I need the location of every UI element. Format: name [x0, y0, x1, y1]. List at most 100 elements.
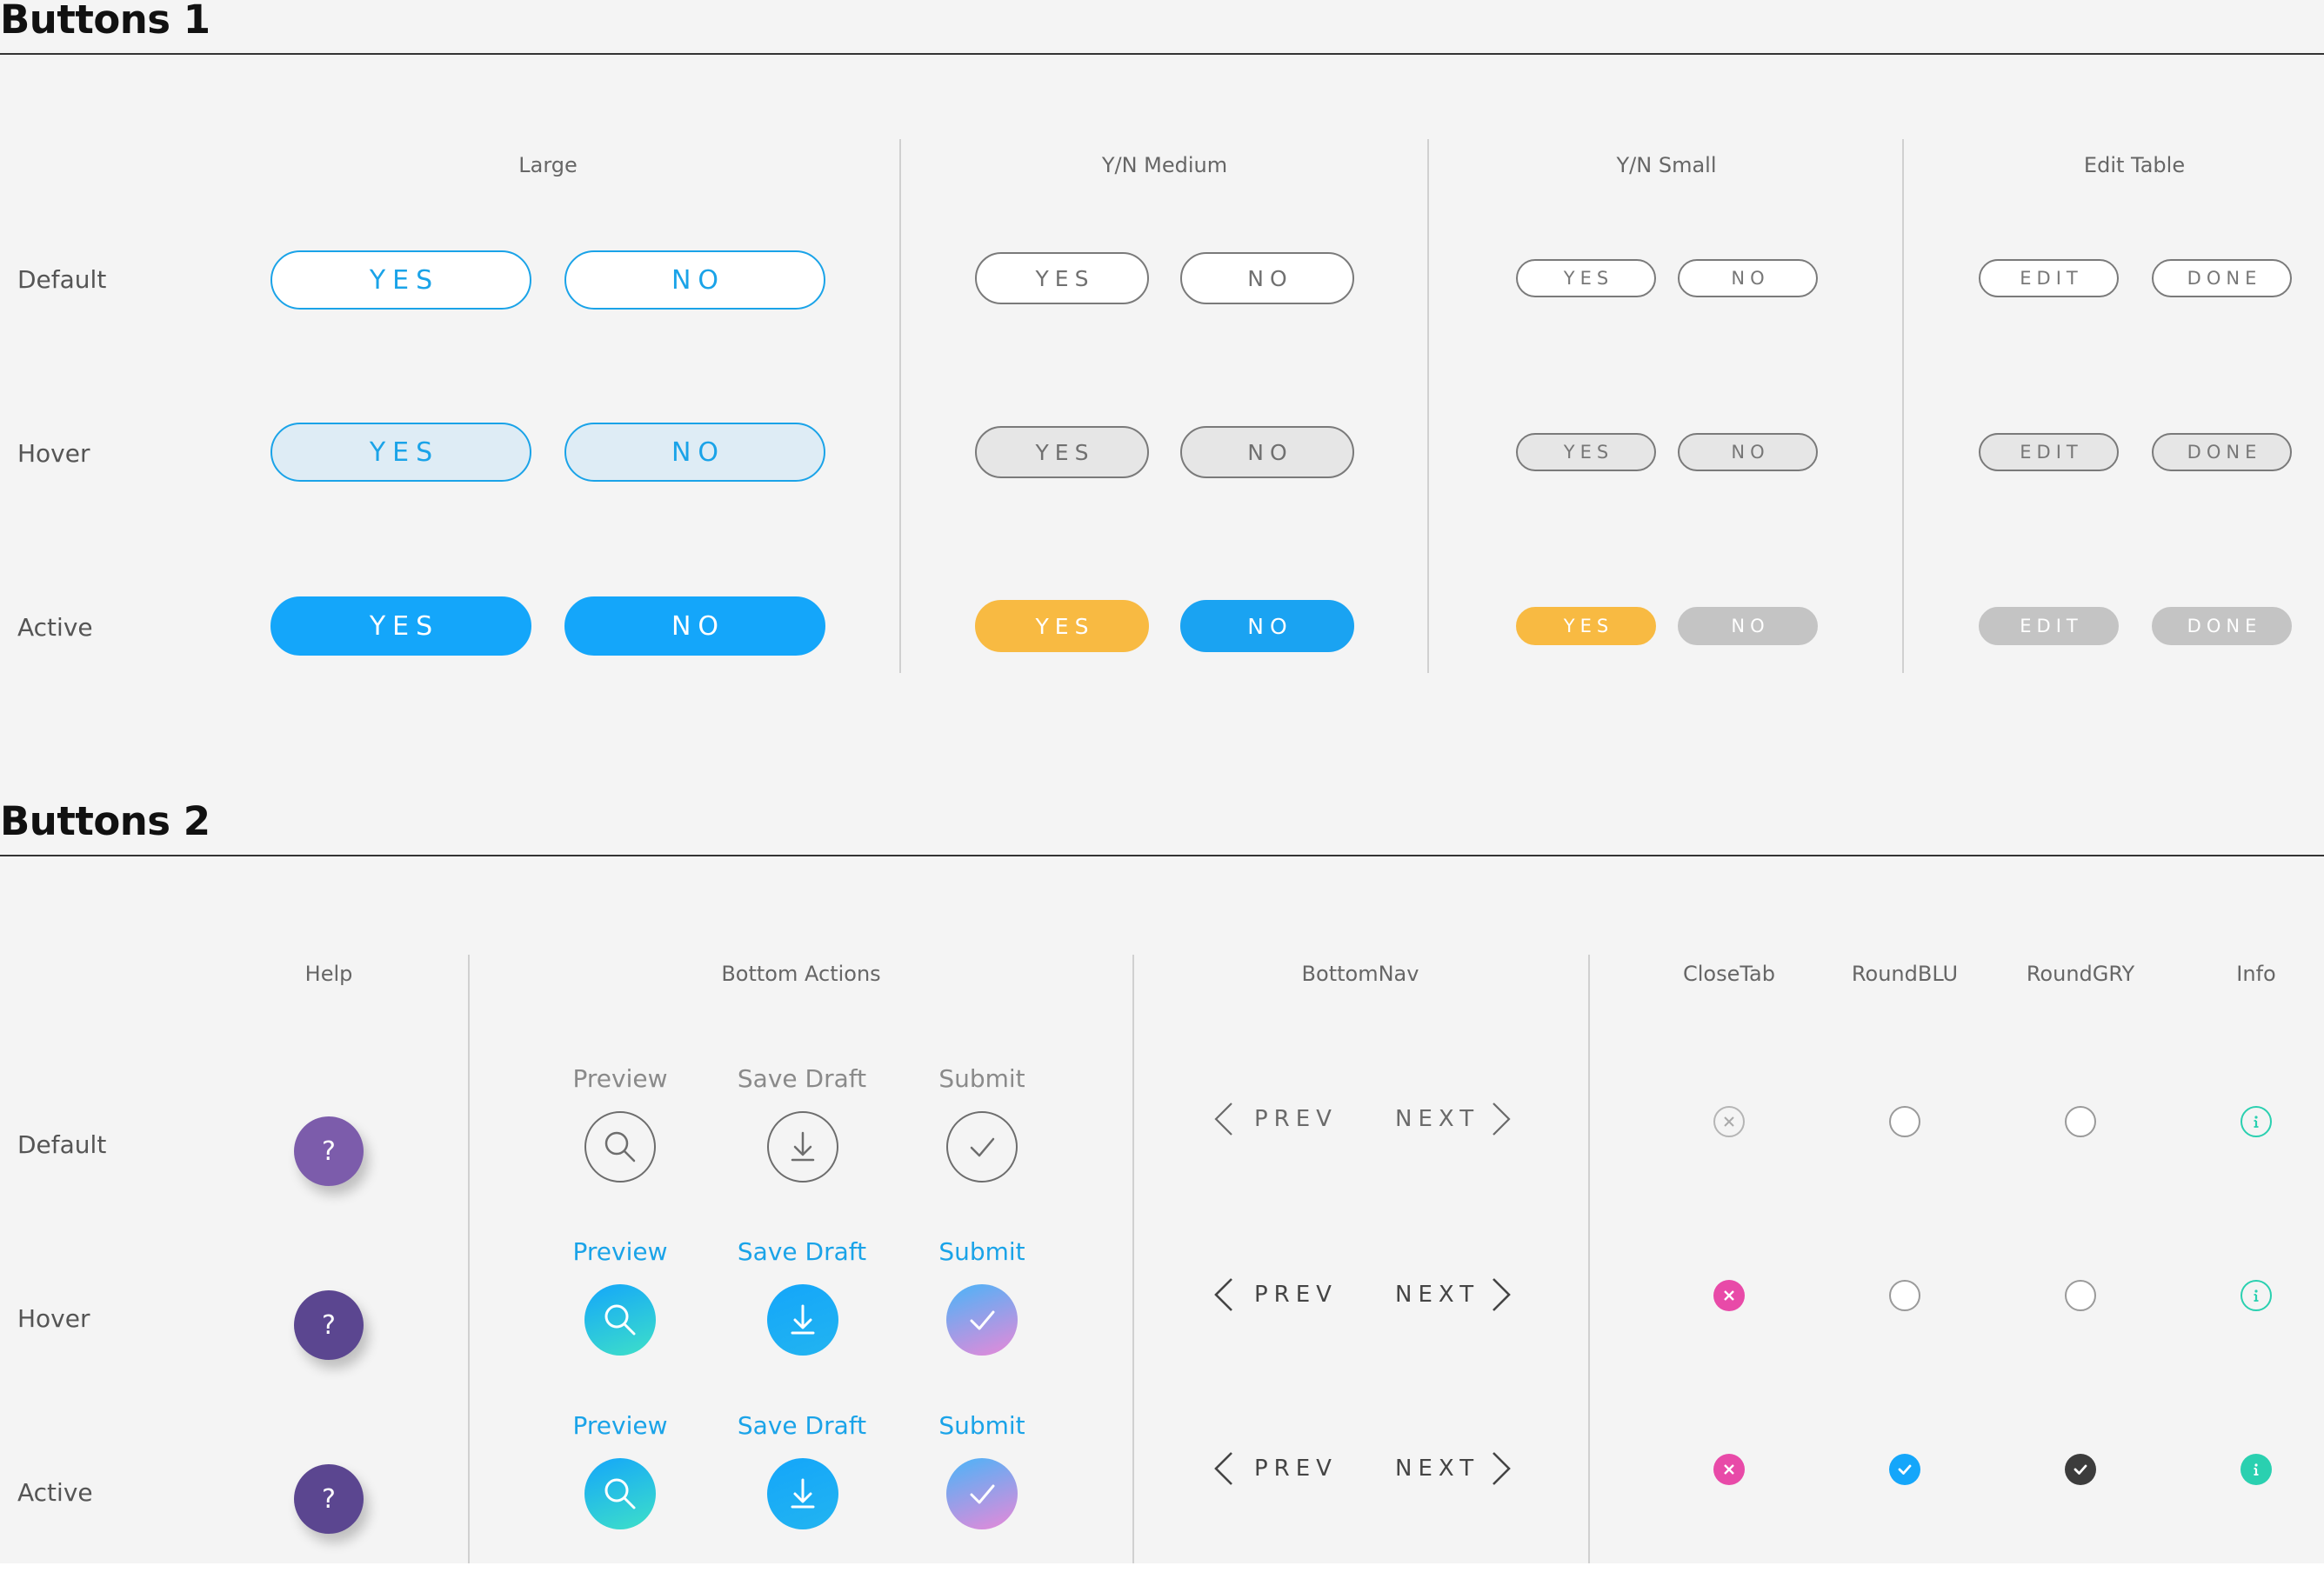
column-header-large: Large [518, 153, 578, 177]
chevron-left-icon [1214, 1278, 1232, 1311]
medium-no-button-active[interactable]: NO [1180, 600, 1354, 652]
prev-button-active[interactable]: PREV [1212, 1449, 1338, 1488]
round-gry-button-default[interactable] [2065, 1106, 2096, 1137]
chevron-left-icon [1214, 1103, 1232, 1136]
check-icon [2074, 1464, 2087, 1475]
edit-button-active[interactable]: EDIT [1979, 607, 2119, 645]
prev-button-hover[interactable]: PREV [1212, 1276, 1338, 1314]
save-draft-button-default[interactable] [767, 1111, 838, 1183]
prev-label: PREV [1254, 1106, 1338, 1132]
section-divider [0, 855, 2324, 856]
small-yes-button-active[interactable]: YES [1516, 607, 1656, 645]
round-gry-button-hover[interactable] [2065, 1280, 2096, 1311]
submit-button-active[interactable] [946, 1458, 1018, 1529]
preview-button-default[interactable] [584, 1111, 656, 1183]
round-blu-button-hover[interactable] [1889, 1280, 1920, 1311]
done-button-hover[interactable]: DONE [2152, 433, 2292, 471]
download-icon [791, 1131, 815, 1162]
help-button-active[interactable]: ? [294, 1464, 364, 1534]
info-button-default[interactable] [2241, 1106, 2272, 1137]
row-label-active: Active [17, 613, 93, 642]
chevron-right-icon [1493, 1278, 1511, 1311]
download-icon [791, 1478, 815, 1509]
column-header-bottom-nav: BottomNav [1301, 962, 1419, 986]
row-label-hover: Hover [17, 439, 90, 468]
chevron-right-icon [1493, 1452, 1511, 1485]
prev-button-default[interactable]: PREV [1212, 1100, 1338, 1138]
small-no-button-active[interactable]: NO [1678, 607, 1818, 645]
info-button-hover[interactable] [2241, 1280, 2272, 1311]
row-label-active: Active [17, 1478, 93, 1507]
info-icon [2254, 1463, 2259, 1476]
done-button-default[interactable]: DONE [2152, 259, 2292, 297]
edit-button-default[interactable]: EDIT [1979, 259, 2119, 297]
close-tab-button-default[interactable] [1713, 1106, 1745, 1137]
large-no-button-hover[interactable]: NO [564, 423, 825, 482]
info-button-active[interactable] [2241, 1454, 2272, 1485]
check-icon [970, 1310, 995, 1330]
close-tab-button-hover[interactable] [1713, 1280, 1745, 1311]
preview-button-hover[interactable] [584, 1284, 656, 1356]
check-icon [970, 1484, 995, 1504]
save-draft-button-hover[interactable] [767, 1284, 838, 1356]
submit-label-hover: Submit [938, 1237, 1025, 1266]
submit-label-active: Submit [938, 1411, 1025, 1440]
preview-button-active[interactable] [584, 1458, 656, 1529]
info-icon [2254, 1289, 2259, 1302]
large-no-button-default[interactable]: NO [564, 250, 825, 310]
close-icon [1724, 1290, 1734, 1301]
download-icon [791, 1304, 815, 1335]
check-icon [1898, 1464, 1912, 1475]
save-draft-button-active[interactable] [767, 1458, 838, 1529]
next-button-default[interactable]: NEXT [1395, 1100, 1513, 1138]
submit-label-default: Submit [938, 1064, 1025, 1093]
large-yes-button-default[interactable]: YES [270, 250, 531, 310]
done-button-active[interactable]: DONE [2152, 607, 2292, 645]
submit-button-hover[interactable] [946, 1284, 1018, 1356]
large-no-button-active[interactable]: NO [564, 596, 825, 656]
medium-yes-button-default[interactable]: YES [975, 252, 1149, 304]
save-draft-label-default: Save Draft [737, 1064, 867, 1093]
section-title-buttons-2: Buttons 2 [0, 798, 210, 844]
medium-no-button-hover[interactable]: NO [1180, 426, 1354, 478]
search-icon [604, 1131, 636, 1163]
medium-yes-button-active[interactable]: YES [975, 600, 1149, 652]
next-button-active[interactable]: NEXT [1395, 1449, 1513, 1488]
preview-label-active: Preview [572, 1411, 668, 1440]
check-icon [970, 1137, 995, 1157]
save-draft-label-active: Save Draft [737, 1411, 867, 1440]
medium-yes-button-hover[interactable]: YES [975, 426, 1149, 478]
next-button-hover[interactable]: NEXT [1395, 1276, 1513, 1314]
info-icon [2254, 1116, 2259, 1128]
close-icon [1724, 1116, 1734, 1127]
chevron-left-icon [1214, 1452, 1232, 1485]
next-label: NEXT [1395, 1456, 1480, 1482]
small-no-button-default[interactable]: NO [1678, 259, 1818, 297]
round-gry-button-active[interactable] [2065, 1454, 2096, 1485]
large-yes-button-active[interactable]: YES [270, 596, 531, 656]
large-yes-button-hover[interactable]: YES [270, 423, 531, 482]
edit-button-hover[interactable]: EDIT [1979, 433, 2119, 471]
close-tab-button-active[interactable] [1713, 1454, 1745, 1485]
round-blu-button-default[interactable] [1889, 1106, 1920, 1137]
preview-label-hover: Preview [572, 1237, 668, 1266]
next-label: NEXT [1395, 1106, 1480, 1132]
column-divider [1132, 955, 1134, 1563]
small-yes-button-hover[interactable]: YES [1516, 433, 1656, 471]
round-blu-button-active[interactable] [1889, 1454, 1920, 1485]
help-button-default[interactable]: ? [294, 1116, 364, 1186]
column-header-close-tab: CloseTab [1682, 962, 1776, 986]
submit-button-default[interactable] [946, 1111, 1018, 1183]
close-icon [1724, 1464, 1734, 1475]
section-title-buttons-1: Buttons 1 [0, 0, 210, 43]
row-label-default: Default [17, 1130, 107, 1159]
small-yes-button-default[interactable]: YES [1516, 259, 1656, 297]
prev-label: PREV [1254, 1456, 1338, 1482]
column-header-info: Info [2236, 962, 2276, 986]
small-no-button-hover[interactable]: NO [1678, 433, 1818, 471]
save-draft-label-hover: Save Draft [737, 1237, 867, 1266]
column-divider [899, 139, 901, 673]
help-button-hover[interactable]: ? [294, 1290, 364, 1360]
column-header-round-blu: RoundBLU [1851, 962, 1959, 986]
medium-no-button-default[interactable]: NO [1180, 252, 1354, 304]
